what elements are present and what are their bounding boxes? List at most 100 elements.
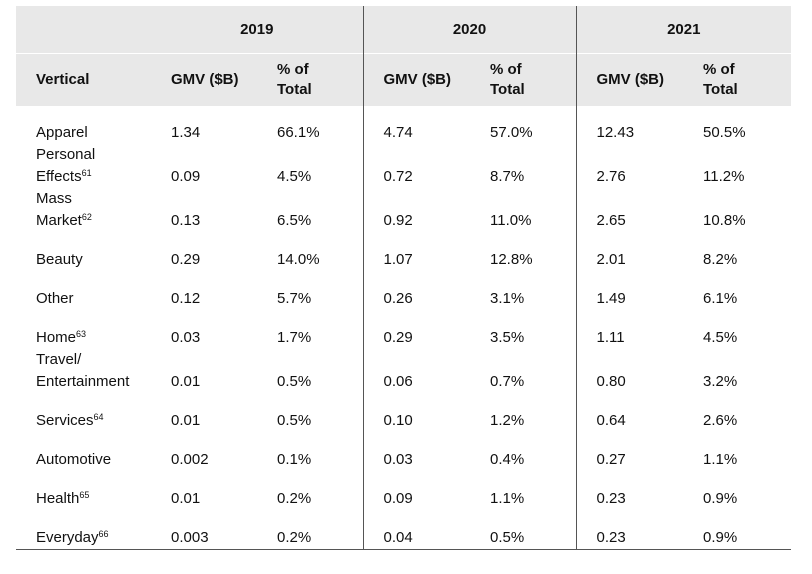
footnote-marker: 62 [81, 212, 92, 222]
table-row: Services64 0.01 0.5% 0.10 1.2% 0.64 2.6% [16, 393, 791, 432]
pct-value: 6.1% [703, 290, 738, 307]
table-row: Personal Effects61 0.09 4.5% 0.72 8.7% 2.76 11.… [16, 144, 791, 188]
gmv-header: GMV ($B) [151, 53, 257, 106]
gmv-value: 2.76 [575, 144, 683, 188]
vertical-label: Other [36, 290, 74, 307]
vertical-label: Beauty [36, 251, 83, 268]
pct-value: 50.5% [703, 124, 746, 141]
footnote-marker: 65 [79, 490, 90, 500]
gmv-value: 0.01 [171, 490, 201, 507]
vertical-label: Personal Effects61 [36, 146, 96, 185]
pct-value: 5.7% [277, 290, 312, 307]
vertical-label: Everyday66 [16, 510, 151, 550]
pct-header: % of Total [470, 53, 576, 106]
vertical-label: Apparel [36, 124, 88, 141]
pct-value: 2.6% [703, 412, 738, 429]
pct-value: 3.5% [490, 329, 525, 346]
footnote-marker: 61 [81, 168, 92, 178]
gmv-value: 0.01 [171, 373, 201, 390]
pct-value: 10.8% [703, 212, 746, 229]
pct-value: 1.1% [490, 490, 525, 507]
gmv-value: 0.10 [362, 393, 470, 432]
pct-value: 11.0% [490, 212, 532, 229]
pct-value: 8.2% [703, 251, 738, 268]
pct-value: 0.5% [277, 412, 312, 429]
gmv-value: 2.01 [575, 232, 683, 271]
vertical-label: Travel/Entertainment [36, 351, 130, 390]
gmv-value: 0.92 [362, 188, 470, 232]
pct-value: 14.0% [277, 251, 320, 268]
gmv-value: 0.29 [362, 310, 470, 349]
year-header: 2019 [151, 6, 363, 54]
table-row: Health65 0.01 0.2% 0.09 1.1% 0.23 0.9% [16, 471, 791, 510]
vertical-label: Mass Market62 [36, 190, 92, 229]
table-row: Beauty 0.29 14.0% 1.07 12.8% 2.01 8.2% [16, 232, 791, 271]
table-body: Apparel 1.34 66.1% 4.74 57.0% 12.43 50.5% Perso… [16, 106, 791, 550]
pct-value: 66.1% [277, 124, 320, 141]
pct-value: 1.1% [703, 451, 738, 468]
gmv-value: 0.29 [171, 251, 201, 268]
pct-value: 1.7% [277, 329, 312, 346]
pct-value: 12.8% [490, 251, 533, 268]
table-row: Everyday66 0.003 0.2% 0.04 0.5% 0.23 0.9% [16, 510, 791, 550]
footnote-marker: 64 [93, 412, 104, 422]
gmv-by-vertical-table: 2019 2020 2021 Vertical GMV ($B) % of Tot… [16, 6, 791, 550]
gmv-value: 12.43 [575, 106, 683, 144]
gmv-value: 0.26 [362, 271, 470, 310]
gmv-value: 0.23 [575, 471, 683, 510]
gmv-value: 0.72 [362, 144, 470, 188]
pct-value: 4.5% [703, 329, 738, 346]
table-row: Home63 0.03 1.7% 0.29 3.5% 1.11 4.5% [16, 310, 791, 349]
gmv-value: 0.003 [151, 510, 257, 550]
pct-value: 0.4% [490, 451, 525, 468]
gmv-value: 0.03 [362, 432, 470, 471]
pct-header: % of Total [683, 53, 791, 106]
gmv-header: GMV ($B) [362, 53, 470, 106]
gmv-value: 0.09 [171, 168, 201, 185]
gmv-value: 0.03 [171, 329, 201, 346]
gmv-value: 0.64 [575, 393, 683, 432]
gmv-value: 1.34 [171, 124, 201, 141]
table-row: Travel/Entertainment 0.01 0.5% 0.06 0.7% 0.80… [16, 349, 791, 393]
column-header-row: Vertical GMV ($B) % of Total GMV ($B) % o… [16, 53, 791, 106]
gmv-header: GMV ($B) [575, 53, 683, 106]
footnote-marker: 63 [76, 329, 87, 339]
gmv-value: 0.06 [362, 349, 470, 393]
pct-value: 0.9% [703, 490, 738, 507]
pct-value: 11.2% [703, 168, 745, 185]
year-header: 2021 [575, 6, 791, 54]
pct-value: 3.2% [703, 373, 738, 390]
vertical-label: Health65 [36, 490, 90, 507]
gmv-value: 0.23 [575, 510, 683, 550]
gmv-value: 1.07 [362, 232, 470, 271]
gmv-value: 0.04 [362, 510, 470, 550]
table-row: Other 0.12 5.7% 0.26 3.1% 1.49 6.1% [16, 271, 791, 310]
gmv-value: 0.09 [362, 471, 470, 510]
gmv-value: 0.13 [171, 212, 201, 229]
vertical-header: Vertical [16, 53, 151, 106]
table-row: Apparel 1.34 66.1% 4.74 57.0% 12.43 50.5% [16, 106, 791, 144]
year-header: 2020 [362, 6, 576, 54]
gmv-value: 0.27 [575, 432, 683, 471]
pct-value: 8.7% [490, 168, 525, 185]
gmv-value: 0.12 [171, 290, 201, 307]
gmv-value: 4.74 [362, 106, 470, 144]
gmv-value: 0.01 [171, 412, 201, 429]
pct-value: 0.2% [277, 490, 312, 507]
pct-value: 1.2% [490, 412, 525, 429]
pct-value: 0.5% [277, 373, 312, 390]
gmv-value: 0.002 [171, 451, 209, 468]
gmv-value: 1.11 [575, 310, 683, 349]
vertical-label: Home63 [36, 329, 87, 346]
pct-value: 0.9% [683, 510, 791, 550]
gmv-value: 1.49 [575, 271, 683, 310]
pct-header: % of Total [257, 53, 363, 106]
empty-header-cell [16, 6, 151, 54]
vertical-label: Automotive [36, 451, 112, 468]
gmv-value: 2.65 [575, 188, 683, 232]
year-header-row: 2019 2020 2021 [16, 6, 791, 54]
pct-value: 6.5% [277, 212, 312, 229]
gmv-value: 0.80 [575, 349, 683, 393]
footnote-marker: 66 [98, 529, 109, 539]
